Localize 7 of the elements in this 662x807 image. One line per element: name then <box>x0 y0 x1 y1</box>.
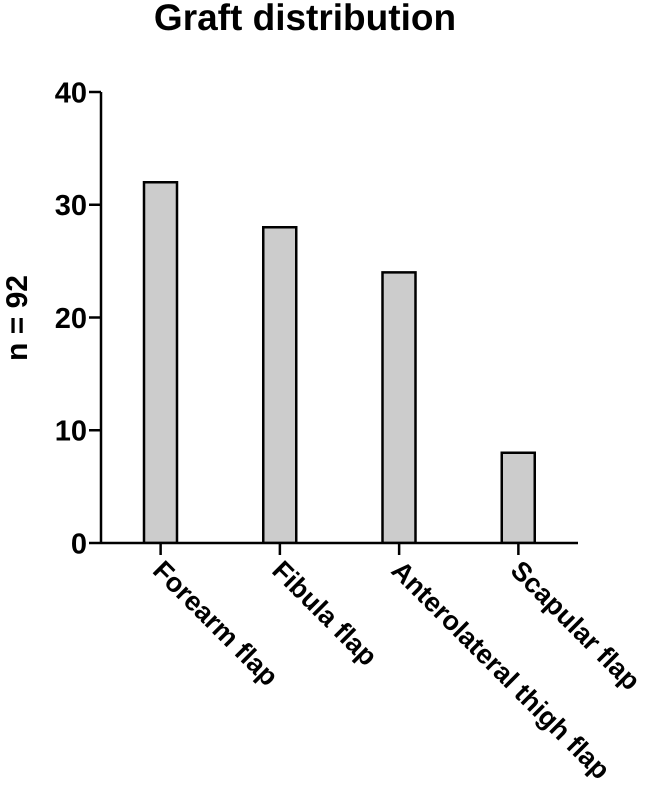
y-tick-label: 10 <box>54 416 87 448</box>
y-tick-label: 40 <box>54 77 87 110</box>
y-axis-title: n = 92 <box>1 275 35 361</box>
y-tick-label: 0 <box>70 528 87 560</box>
y-tick-label: 30 <box>54 190 87 222</box>
y-tick-label: 20 <box>54 302 87 335</box>
chart-title: Graft distribution <box>152 0 458 40</box>
